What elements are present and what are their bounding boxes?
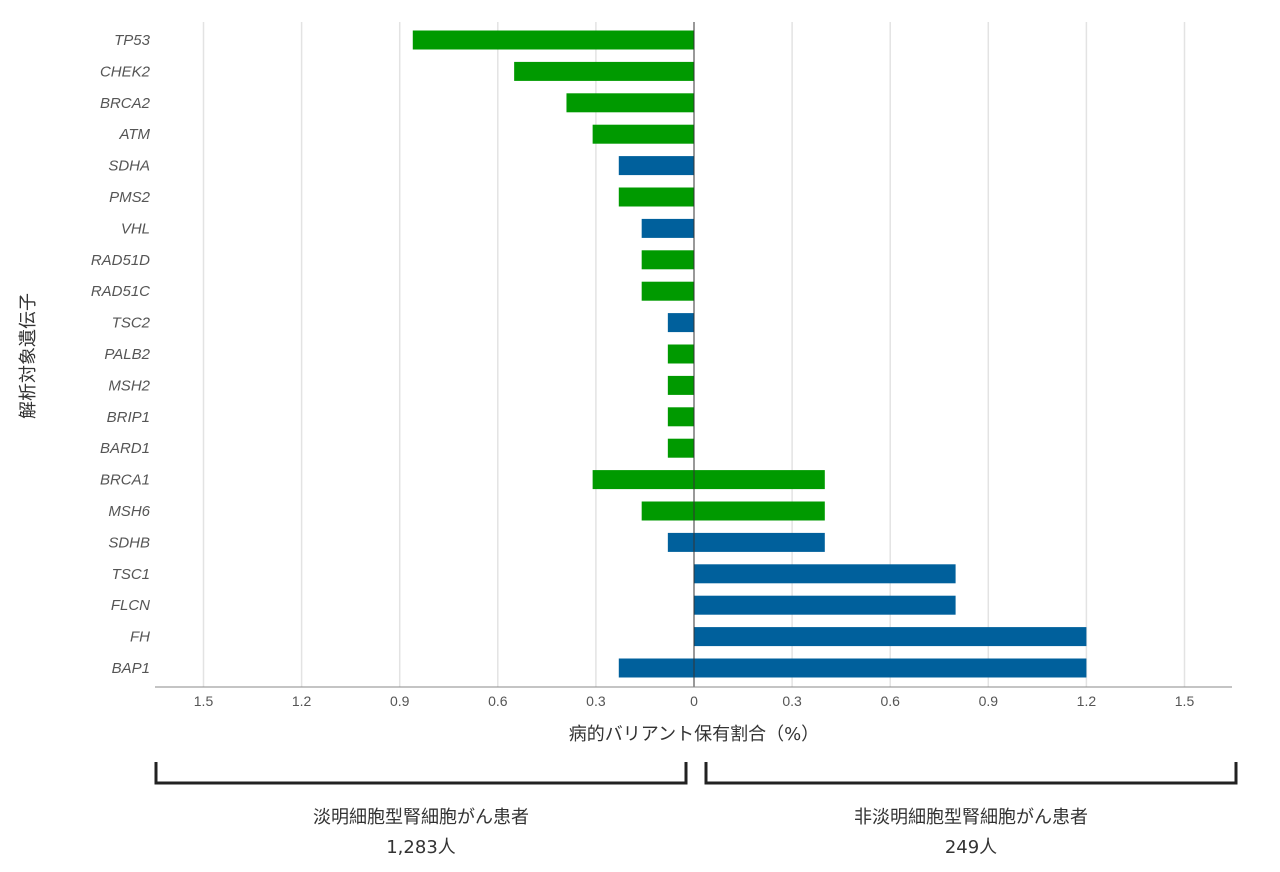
x-tick-label: 0.3 (782, 693, 802, 709)
bar-right-TSC1 (694, 564, 956, 584)
bar-right-FLCN (694, 595, 956, 615)
x-tick-label: 1.5 (1175, 693, 1195, 709)
bar-left-PALB2 (667, 344, 694, 364)
gene-label: BRCA1 (100, 472, 150, 489)
gene-label: VHL (121, 220, 150, 237)
x-tick-label: 0.6 (880, 693, 900, 709)
gene-label: RAD51C (91, 283, 150, 300)
gene-label: FH (130, 629, 150, 646)
bar-right-BAP1 (694, 658, 1087, 678)
gene-label: SDHB (108, 534, 150, 551)
bar-left-SDHB (667, 532, 694, 552)
bar-left-SDHA (618, 156, 694, 176)
bar-right-FH (694, 627, 1087, 647)
x-tick-label: 0.3 (586, 693, 606, 709)
bar-left-MSH6 (641, 501, 694, 521)
bar-left-RAD51D (641, 250, 694, 270)
gene-label: FLCN (111, 597, 150, 614)
gene-label: TSC2 (112, 315, 151, 332)
x-tick-label: 1.2 (1077, 693, 1097, 709)
gene-label: ATM (118, 126, 150, 143)
gene-label: RAD51D (91, 252, 150, 269)
bar-left-ATM (592, 124, 694, 144)
bar-left-BRIP1 (667, 407, 694, 427)
gene-label: PMS2 (109, 189, 151, 206)
right-group-title: 非淡明細胞型腎細胞がん患者 (854, 807, 1088, 828)
gene-label: PALB2 (104, 346, 150, 363)
bar-left-RAD51C (641, 281, 694, 301)
gene-label: BARD1 (100, 440, 150, 457)
gene-label: MSH2 (108, 377, 150, 394)
bar-left-TSC2 (667, 313, 694, 333)
x-tick-label: 0.9 (979, 693, 999, 709)
gene-label: BAP1 (112, 660, 150, 677)
right-group-count: 249人 (944, 837, 998, 858)
gene-label: BRIP1 (107, 409, 150, 426)
gene-label: CHEK2 (100, 63, 151, 80)
bar-left-BAP1 (618, 658, 694, 678)
gene-label: BRCA2 (100, 95, 151, 112)
bar-left-BRCA1 (592, 470, 694, 490)
gene-label: TP53 (114, 32, 151, 49)
bar-right-SDHB (694, 532, 825, 552)
bar-left-BRCA2 (566, 93, 694, 113)
bar-left-BARD1 (667, 438, 694, 458)
bar-left-MSH2 (667, 375, 694, 395)
bar-left-PMS2 (618, 187, 694, 207)
gene-label: MSH6 (108, 503, 150, 520)
gene-label: TSC1 (112, 566, 150, 583)
left-group-bracket (154, 762, 688, 785)
right-group-label: 非淡明細胞型腎細胞がん患者 249人 (771, 803, 1171, 863)
left-group-count: 1,283人 (386, 837, 456, 858)
right-group-bracket (704, 762, 1238, 785)
x-tick-label: 0.9 (390, 693, 410, 709)
bar-right-MSH6 (694, 501, 825, 521)
x-tick-label: 0 (690, 693, 698, 709)
bar-left-TP53 (412, 30, 694, 50)
bar-right-BRCA1 (694, 470, 825, 490)
y-axis-title: 解析対象遺伝子 (18, 293, 39, 419)
bar-left-VHL (641, 218, 694, 238)
x-tick-label: 0.6 (488, 693, 508, 709)
x-tick-label: 1.2 (292, 693, 312, 709)
left-group-title: 淡明細胞型腎細胞がん患者 (313, 807, 529, 828)
bar-left-CHEK2 (514, 61, 694, 81)
left-group-label: 淡明細胞型腎細胞がん患者 1,283人 (221, 803, 621, 863)
x-axis-title: 病的バリアント保有割合（%） (569, 724, 819, 745)
x-tick-label: 1.5 (194, 693, 214, 709)
gene-label: SDHA (108, 158, 150, 175)
